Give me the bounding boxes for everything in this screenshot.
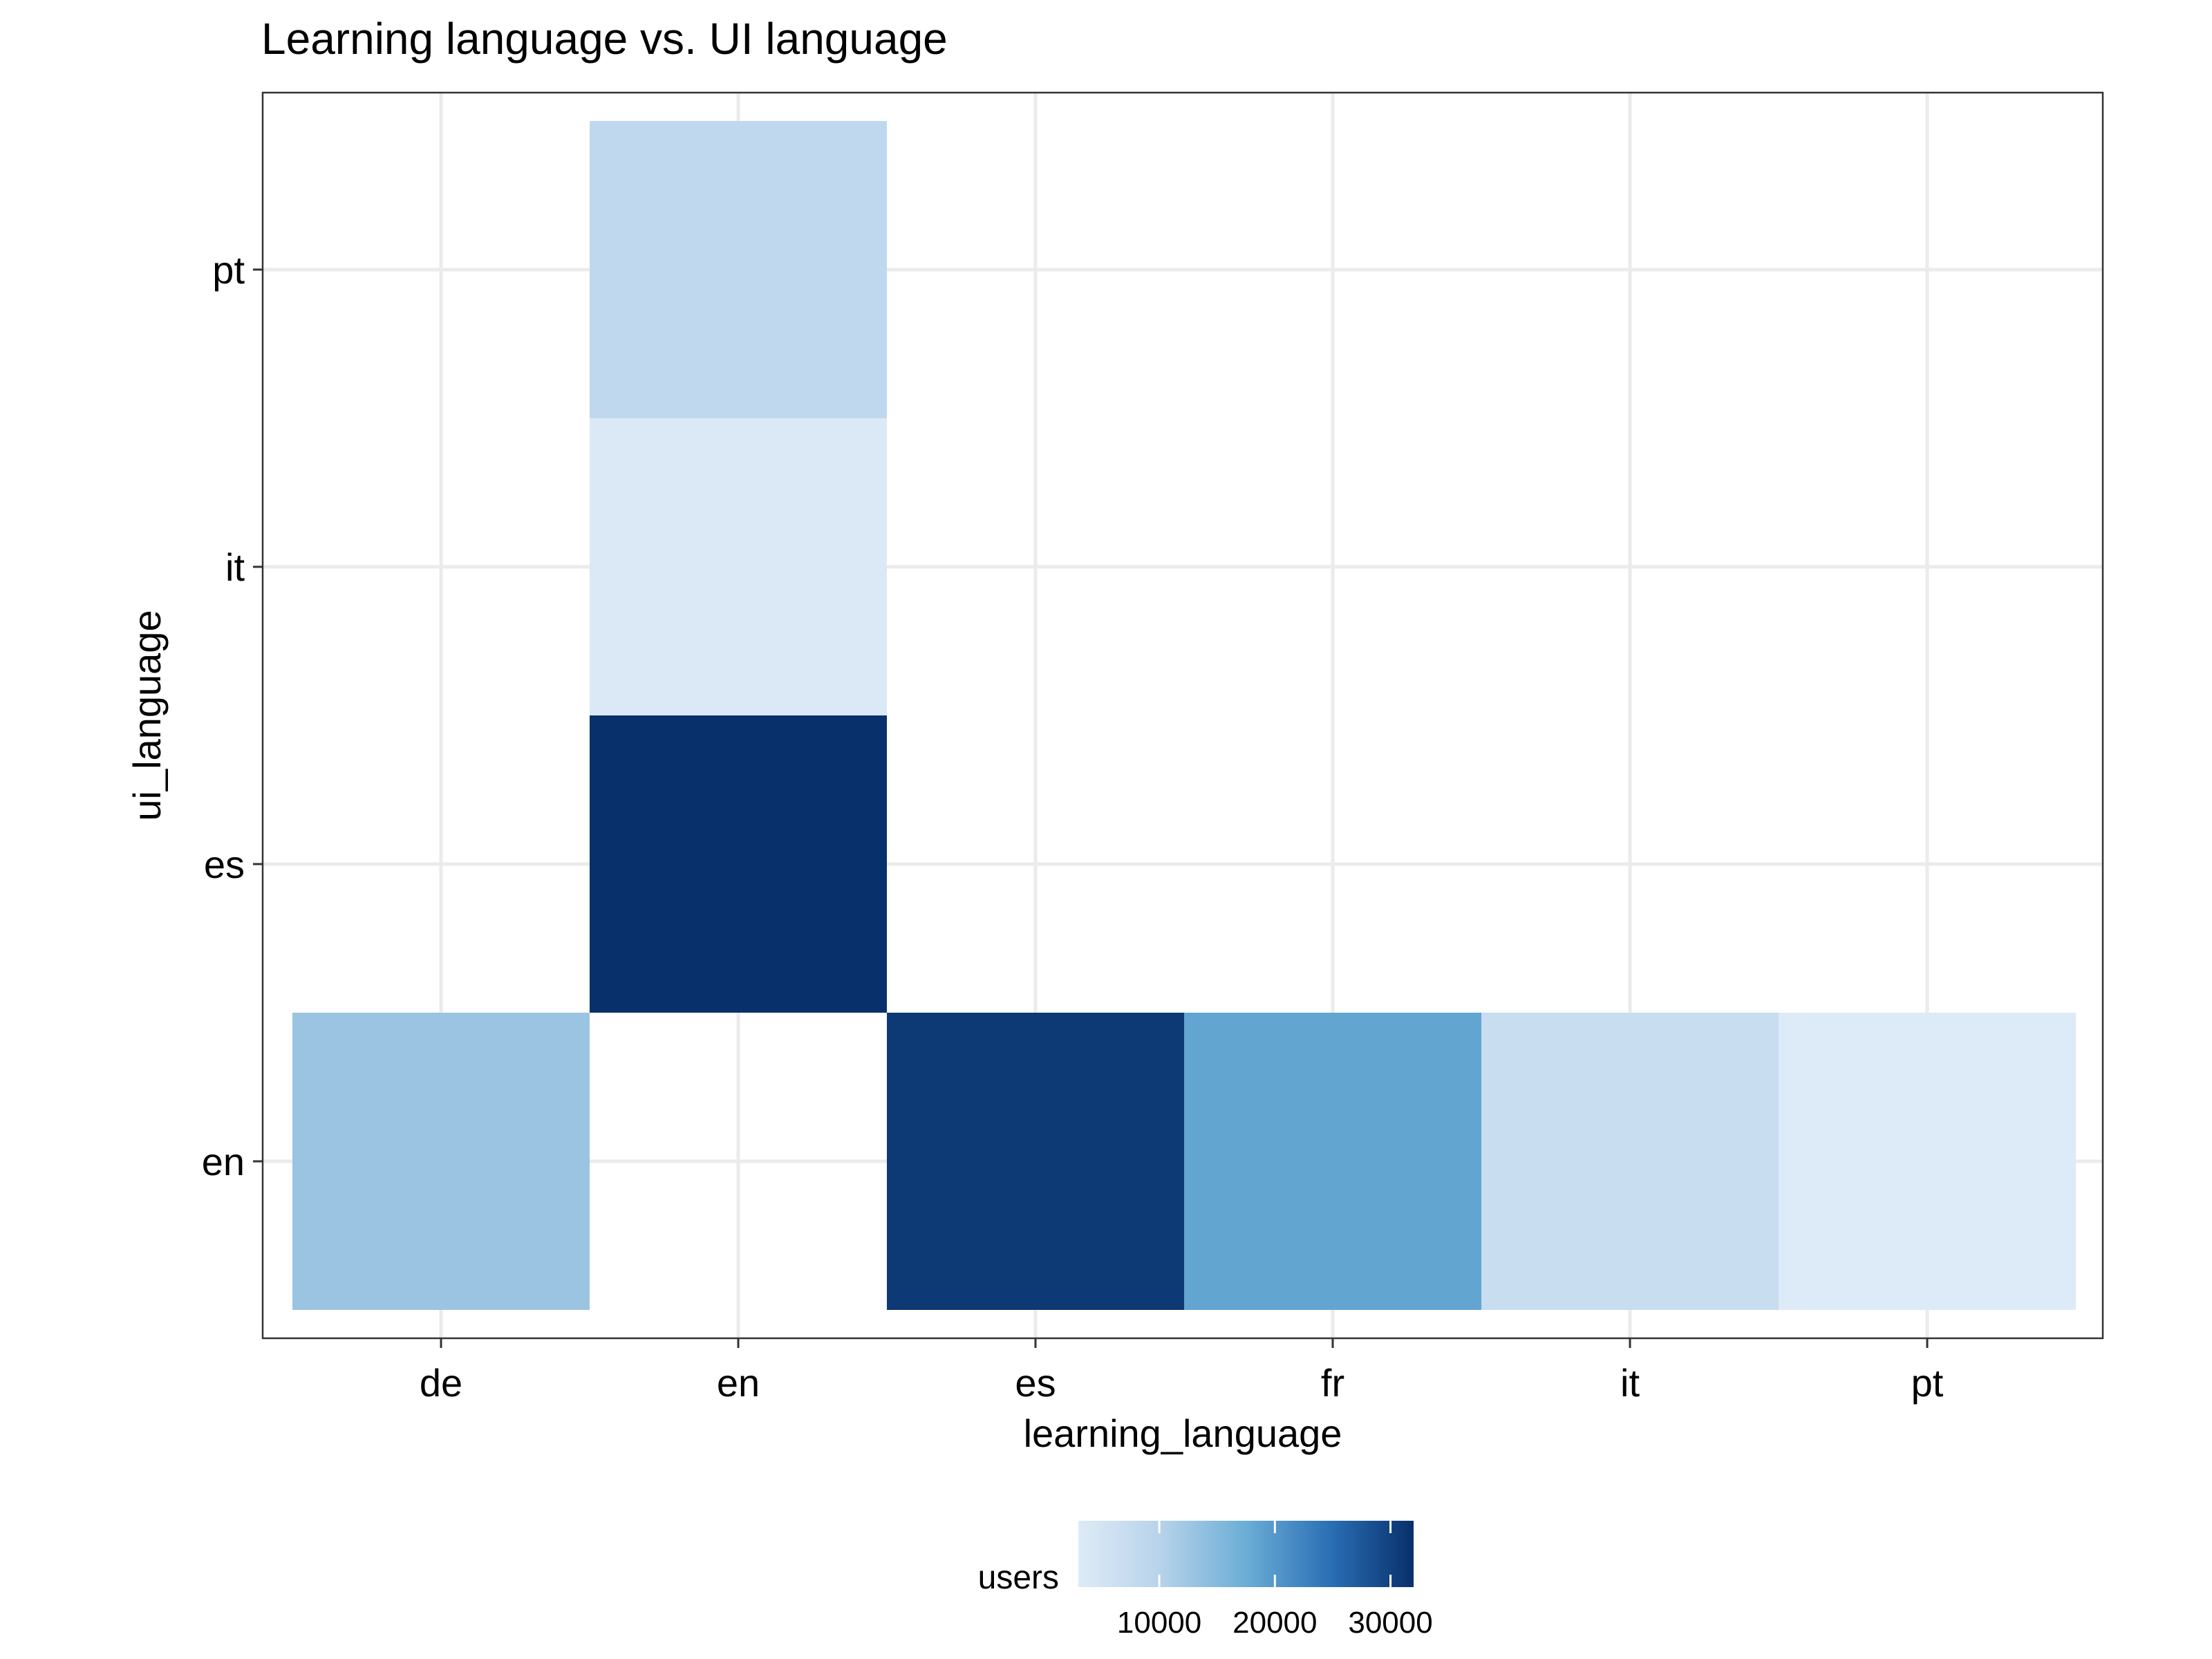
plot-border: [261, 91, 2104, 1340]
x-tick-label: en: [717, 1361, 760, 1405]
x-tick-label: es: [1015, 1361, 1056, 1405]
heatmap-cell-pt-en: [1779, 1013, 2076, 1310]
legend-title: users: [978, 1559, 1059, 1596]
x-tick-label: de: [420, 1361, 462, 1405]
heatmap-cell-fr-en: [1184, 1013, 1481, 1310]
y-tick-label: en: [202, 1140, 245, 1183]
x-axis: de en es fr it pt: [420, 1338, 1944, 1405]
heatmap-cell-en-es: [590, 715, 887, 1013]
legend-colorbar: [1078, 1521, 1414, 1587]
legend-tick-label: 20000: [1232, 1606, 1317, 1640]
y-tick-label: it: [225, 545, 245, 589]
heatmap-cell-en-pt: [590, 121, 887, 418]
color-legend: users 10000 20000 30000: [978, 1521, 1433, 1640]
legend-ticks: 10000 20000 30000: [1117, 1521, 1433, 1640]
x-tick-label: pt: [1911, 1361, 1944, 1405]
legend-tick-label: 10000: [1117, 1606, 1201, 1640]
heatmap-cell-de-en: [292, 1013, 590, 1310]
legend-tick-label: 30000: [1348, 1606, 1432, 1640]
x-axis-title: learning_language: [1024, 1412, 1342, 1455]
heatmap-cells: [292, 121, 2076, 1310]
y-tick-label: pt: [212, 248, 245, 292]
y-tick-label: es: [204, 843, 245, 886]
x-tick-label: it: [1620, 1361, 1640, 1405]
y-axis-title: ui_language: [125, 610, 169, 821]
heatmap-cell-es-en: [887, 1013, 1184, 1310]
heatmap-cell-it-en: [1481, 1013, 1779, 1310]
chart-title: Learning language vs. UI language: [261, 14, 948, 64]
heatmap-cell-en-it: [590, 418, 887, 715]
y-axis: en es it pt: [202, 248, 263, 1183]
x-tick-label: fr: [1321, 1361, 1344, 1405]
